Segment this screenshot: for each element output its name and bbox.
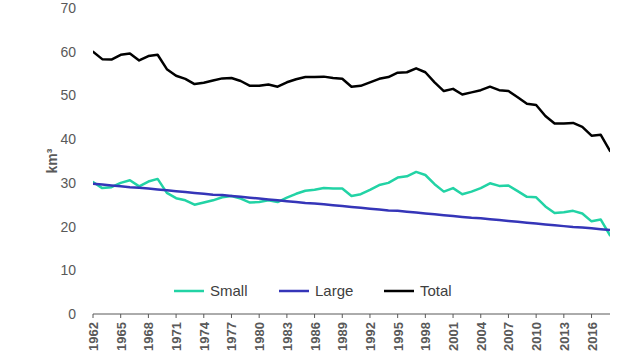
x-tick-label: 1965	[114, 322, 129, 351]
x-tick	[342, 314, 343, 318]
x-tick-label: 2013	[557, 322, 572, 351]
x-tick	[536, 314, 537, 318]
x-tick-label: 1989	[335, 322, 350, 351]
x-tick-label: 1980	[252, 322, 267, 351]
legend: Small Large Total	[174, 282, 452, 299]
y-tick-label: 60	[60, 44, 76, 60]
x-tick	[286, 314, 287, 318]
x-tick	[176, 314, 177, 318]
series-line	[93, 52, 610, 151]
legend-swatch	[279, 290, 309, 293]
x-tick	[369, 314, 370, 318]
legend-label: Total	[420, 282, 452, 299]
x-tick	[508, 314, 509, 318]
x-tick	[397, 314, 398, 318]
x-tick-label: 1974	[197, 321, 212, 351]
y-axis-label: km³	[44, 148, 60, 173]
x-tick	[591, 314, 592, 318]
x-tick	[563, 314, 564, 318]
x-tick-label: 1992	[363, 322, 378, 351]
x-tick	[425, 314, 426, 318]
x-tick-label: 2001	[446, 322, 461, 351]
x-tick-label: 1983	[280, 322, 295, 351]
x-tick-label: 1986	[308, 322, 323, 351]
x-axis-line	[93, 314, 610, 315]
x-tick-label: 2007	[501, 322, 516, 351]
x-tick	[203, 314, 204, 318]
x-tick-label: 1998	[418, 322, 433, 351]
y-tick-label: 10	[60, 262, 76, 278]
x-tick	[314, 314, 315, 318]
x-tick-label: 1962	[86, 322, 101, 351]
x-tick	[148, 314, 149, 318]
x-tick-label: 1971	[169, 322, 184, 351]
series-line	[93, 172, 610, 235]
y-tick-label: 50	[60, 87, 76, 103]
legend-label: Large	[315, 282, 353, 299]
plot-area	[93, 52, 610, 236]
legend-swatch	[174, 290, 204, 293]
legend-swatch	[384, 290, 414, 293]
series-line	[93, 184, 610, 230]
x-tick	[120, 314, 121, 318]
chart: 0 10 20 30 40 50 60 70 km³ 1962 1965 1968 1971 1974 19…	[0, 0, 620, 362]
x-tick-label: 1995	[391, 322, 406, 351]
x-tick-label: 1977	[224, 322, 239, 351]
y-tick-label: 40	[60, 131, 76, 147]
x-tick	[453, 314, 454, 318]
x-tick-label: 2010	[529, 322, 544, 351]
x-tick-label: 2004	[474, 321, 489, 351]
x-tick-label: 2016	[585, 322, 600, 351]
x-tick	[231, 314, 232, 318]
legend-label: Small	[210, 282, 248, 299]
y-tick-label: 70	[60, 0, 76, 16]
x-tick	[93, 314, 94, 318]
y-tick-label: 0	[68, 306, 76, 322]
x-tick	[259, 314, 260, 318]
x-tick-label: 1968	[141, 322, 156, 351]
y-tick-label: 20	[60, 219, 76, 235]
y-tick-label: 30	[60, 175, 76, 191]
x-tick	[480, 314, 481, 318]
